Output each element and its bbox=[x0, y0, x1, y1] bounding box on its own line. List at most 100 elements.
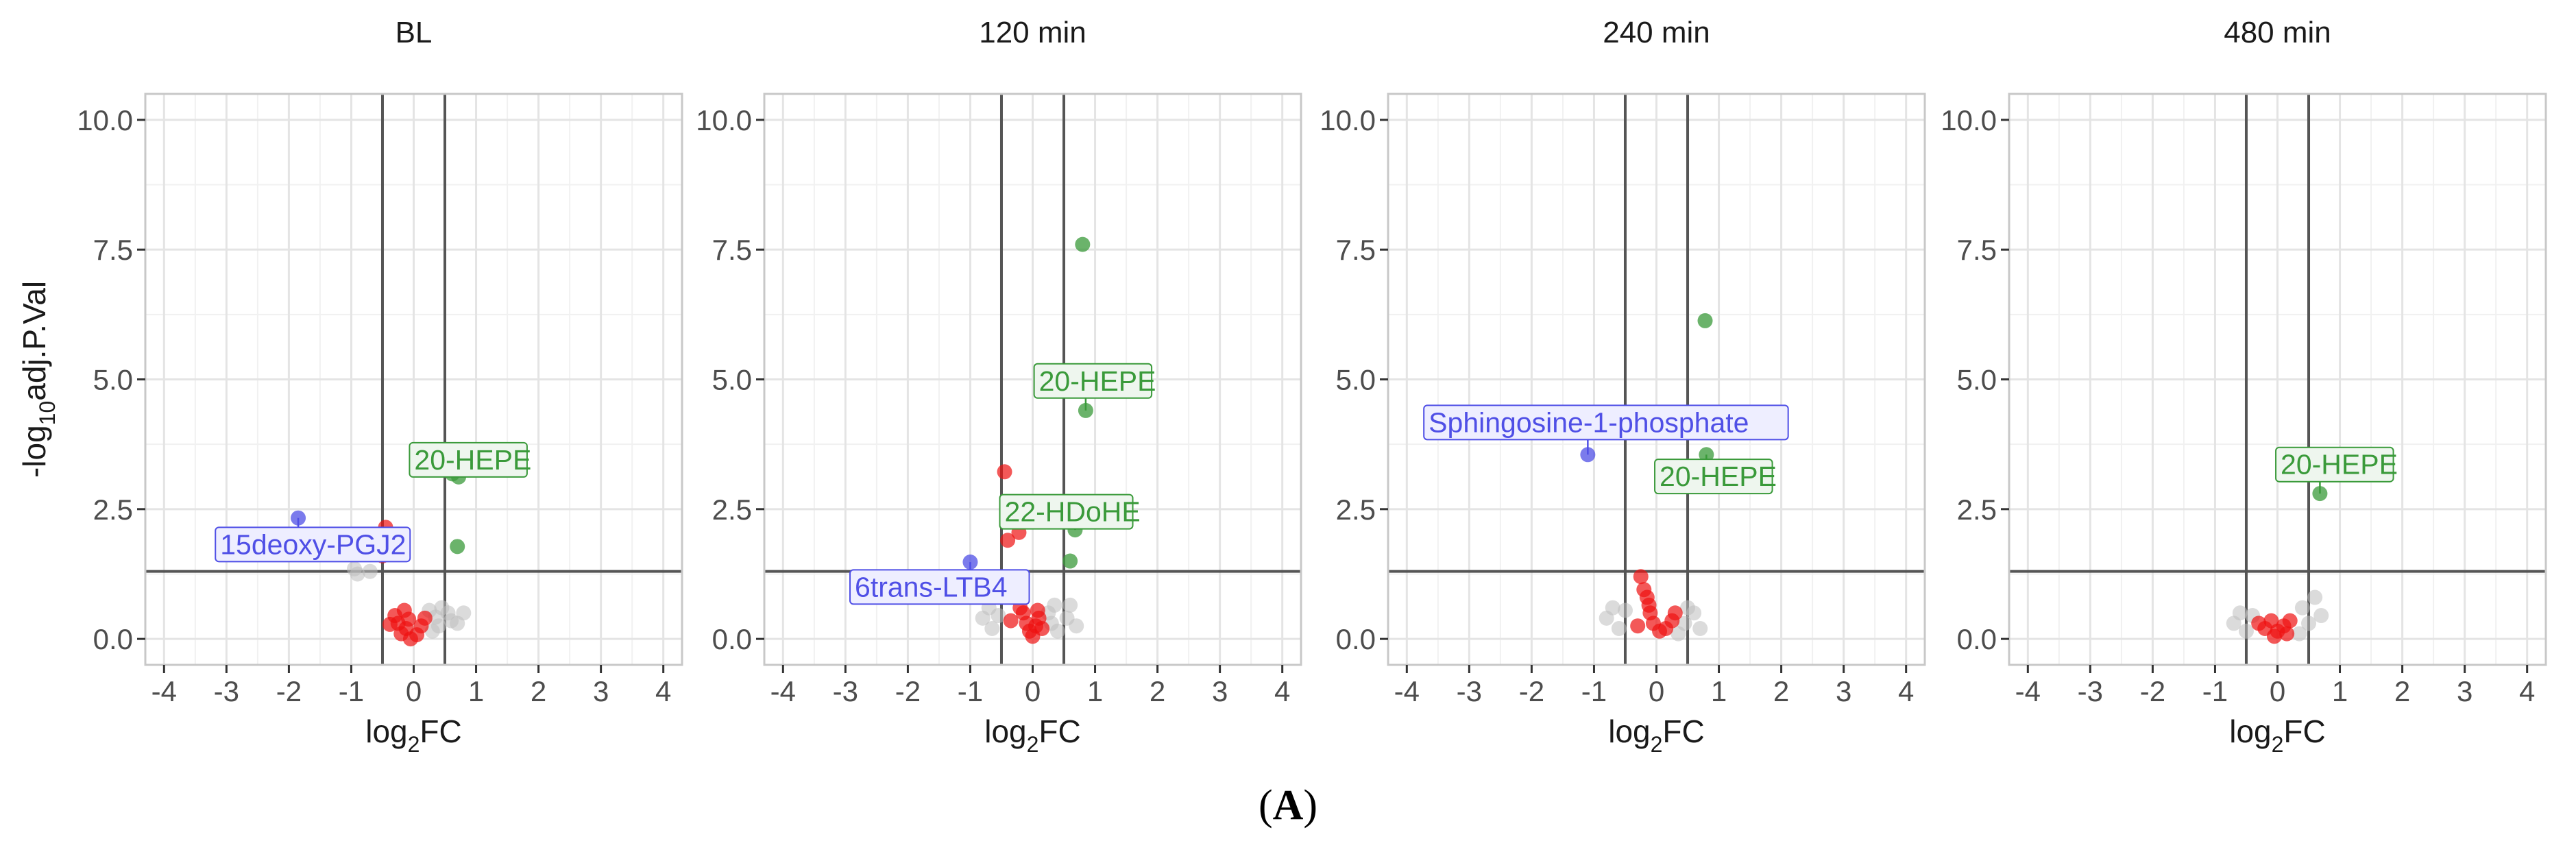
point-label-text: 20-HEPE bbox=[1039, 365, 1156, 397]
data-point-ns_far bbox=[2292, 626, 2307, 642]
x-axis-title: log2FC bbox=[1608, 714, 1705, 757]
x-tick-label: -2 bbox=[2140, 675, 2165, 707]
data-point-ns_far bbox=[2226, 616, 2241, 631]
x-tick-label: -4 bbox=[151, 675, 177, 707]
data-point-up bbox=[1697, 313, 1713, 328]
panel-title: 120 min bbox=[979, 16, 1086, 49]
data-point-ns_far bbox=[2307, 589, 2323, 605]
data-point-ns_far bbox=[1617, 602, 1633, 618]
y-tick-label: 7.5 bbox=[1336, 234, 1376, 266]
x-axis-title-subscript: 2 bbox=[2272, 732, 2284, 757]
figure-label-letter: A bbox=[1272, 782, 1304, 829]
data-point-ns_far bbox=[1611, 620, 1627, 636]
data-point-ns_far bbox=[1670, 626, 1686, 642]
data-point-ns_near bbox=[1003, 613, 1019, 629]
x-tick-label: 1 bbox=[2332, 675, 2348, 707]
y-tick-label: 0.0 bbox=[1336, 623, 1376, 655]
data-point-ns_far bbox=[975, 610, 991, 626]
data-point-ns_far bbox=[434, 600, 450, 616]
point-label-text: 6trans-LTB4 bbox=[855, 571, 1008, 602]
x-axis-title: log2FC bbox=[2229, 714, 2326, 757]
y-tick-label: 2.5 bbox=[1957, 494, 1997, 526]
x-axis-title: log2FC bbox=[365, 714, 462, 757]
data-point-ns_far bbox=[1069, 618, 1084, 634]
data-point-ns_near bbox=[382, 616, 398, 632]
x-tick-label: -2 bbox=[1519, 675, 1544, 707]
x-axis-title-main: log bbox=[2229, 714, 2271, 749]
point-label-box bbox=[1654, 459, 1773, 495]
data-point-ns_near bbox=[2282, 613, 2298, 629]
x-axis-title-subscript: 2 bbox=[1651, 732, 1663, 757]
y-axis-title-subscript: 10 bbox=[35, 401, 60, 426]
x-tick-label: -3 bbox=[1457, 675, 1482, 707]
x-axis-title-subscript: 2 bbox=[1027, 732, 1039, 757]
x-tick-label: 2 bbox=[2394, 675, 2410, 707]
y-axis-title-pre: -log bbox=[16, 425, 52, 478]
point-label-text: Sphingosine-1-phosphate bbox=[1429, 406, 1749, 438]
panel-2: 20-HEPE 22-HDoHE 6trans-LTB4 120 min -4 -3 -2 -… bbox=[696, 16, 1302, 757]
point-label-box bbox=[849, 569, 1030, 605]
x-tick-label: 1 bbox=[1087, 675, 1103, 707]
x-tick-label: 3 bbox=[2457, 675, 2472, 707]
panel-title: 480 min bbox=[2224, 16, 2331, 49]
y-axis-title: -log10adj.P.Val bbox=[16, 281, 60, 478]
data-point-ns_near bbox=[1667, 605, 1683, 621]
data-point-ns_near bbox=[2279, 626, 2295, 642]
point-label-text: 15deoxy-PGJ2 bbox=[220, 528, 406, 560]
data-point-ns_near bbox=[1000, 533, 1016, 548]
data-point-up bbox=[450, 539, 465, 555]
x-tick-label: -4 bbox=[2015, 675, 2041, 707]
x-tick-label: 1 bbox=[468, 675, 484, 707]
x-axis-title-end: FC bbox=[2283, 714, 2325, 749]
x-tick-label: 4 bbox=[1898, 675, 1914, 707]
x-tick-label: 3 bbox=[1212, 675, 1228, 707]
data-point-ns_far bbox=[424, 623, 440, 639]
data-point-ns_far bbox=[2238, 623, 2254, 639]
x-axis-title: log2FC bbox=[984, 714, 1081, 757]
data-point-ns_far bbox=[1062, 597, 1078, 613]
x-tick-label: 2 bbox=[531, 675, 546, 707]
x-axis-title-subscript: 2 bbox=[408, 732, 420, 757]
x-axis-title-end: FC bbox=[1038, 714, 1080, 749]
y-axis-title-post: adj.P.Val bbox=[16, 281, 52, 401]
panel-1: 20-HEPE 15deoxy-PGJ2 BL -4 -3 -2 -1 0 1 2 3 4 0.0 2.5… bbox=[16, 16, 683, 757]
x-axis-title-end: FC bbox=[420, 714, 461, 749]
y-tick-label: 7.5 bbox=[1957, 234, 1997, 266]
x-tick-label: 4 bbox=[655, 675, 671, 707]
x-tick-label: -1 bbox=[2202, 675, 2228, 707]
panel-title: 240 min bbox=[1603, 16, 1710, 49]
y-tick-label: 5.0 bbox=[712, 364, 752, 396]
data-point-ns_near bbox=[1630, 618, 1646, 634]
x-tick-label: 0 bbox=[1649, 675, 1664, 707]
data-point-ns_near bbox=[417, 610, 433, 626]
x-tick-label: 2 bbox=[1773, 675, 1789, 707]
x-tick-label: 3 bbox=[593, 675, 609, 707]
panel-4: 20-HEPE 480 min -4 -3 -2 -1 0 1 2 3 4 0.0 2.5 5.0 7.5 1… bbox=[1941, 16, 2547, 757]
data-point-ns_near bbox=[997, 464, 1012, 480]
data-point-ns_near bbox=[1030, 602, 1045, 618]
point-label-text: 20-HEPE bbox=[1660, 461, 1777, 492]
figure-label-open: ( bbox=[1258, 782, 1273, 829]
x-tick-label: 1 bbox=[1711, 675, 1727, 707]
y-tick-label: 0.0 bbox=[1957, 623, 1997, 655]
x-axis-title-end: FC bbox=[1662, 714, 1704, 749]
data-point-ns_far bbox=[2301, 616, 2317, 631]
data-point-ns_near bbox=[1034, 620, 1050, 636]
y-tick-label: 2.5 bbox=[1336, 494, 1376, 526]
point-label-text: 20-HEPE bbox=[2281, 449, 2398, 480]
x-tick-label: -3 bbox=[214, 675, 239, 707]
x-tick-label: 4 bbox=[1274, 675, 1290, 707]
y-tick-label: 7.5 bbox=[712, 234, 752, 266]
figure-label: (A) bbox=[0, 781, 2576, 830]
x-tick-label: 0 bbox=[2270, 675, 2285, 707]
point-label-box bbox=[215, 526, 411, 563]
x-axis-title-main: log bbox=[1608, 714, 1650, 749]
x-tick-label: -1 bbox=[1581, 675, 1607, 707]
y-tick-label: 2.5 bbox=[712, 494, 752, 526]
panel-3: Sphingosine-1-phosphate 20-HEPE 240 min -4 -… bbox=[1320, 16, 1926, 757]
x-tick-label: 0 bbox=[1025, 675, 1041, 707]
data-point-ns_far bbox=[2294, 600, 2310, 616]
x-tick-label: 4 bbox=[2519, 675, 2535, 707]
data-point-ns_far bbox=[450, 616, 465, 631]
